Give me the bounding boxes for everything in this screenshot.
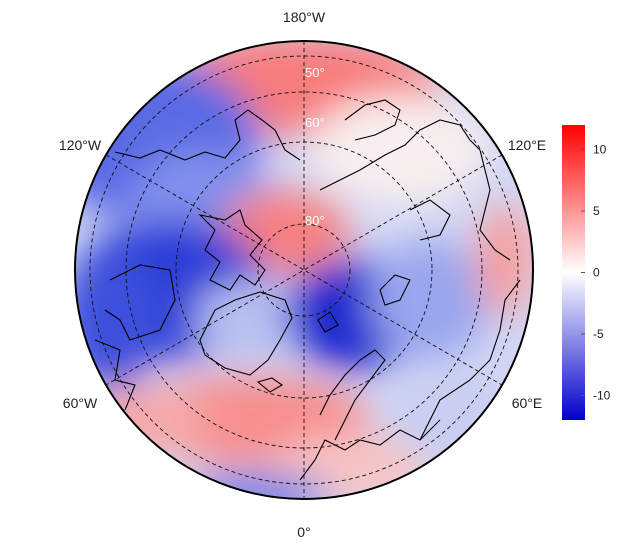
coast-siberia — [319, 119, 481, 191]
lat-label-60: 60° — [305, 115, 325, 130]
meridian-120w-60e — [105, 154, 503, 386]
anomaly-greenland — [195, 280, 305, 360]
lat-label-80: 80° — [305, 213, 325, 228]
latitude-circle-60 — [125, 91, 483, 449]
anomaly-kara — [370, 240, 490, 360]
colorbar-gradient — [562, 125, 585, 420]
coast-labrador — [94, 339, 136, 411]
colorbar-tick-label: 5 — [593, 204, 600, 218]
coast-scandinavia — [319, 349, 386, 441]
anomaly-siberia-east — [310, 95, 490, 205]
lon-label-60e: 60°E — [512, 395, 543, 411]
lon-label-120w: 120°W — [59, 137, 102, 153]
coast-chukotka — [344, 99, 401, 141]
meridian-120e-60w — [105, 154, 503, 386]
colorbar-tick-label: -5 — [593, 327, 604, 341]
coast-europe — [299, 419, 441, 481]
coast-taymyr — [409, 199, 451, 241]
border-russia — [419, 279, 521, 441]
coast-canada-arctic — [198, 209, 266, 291]
anomaly-russia-south — [390, 380, 510, 460]
lon-label-180w: 180°W — [283, 9, 326, 25]
lon-label-60w: 60°W — [63, 395, 98, 411]
colorbar-ticks: 10 5 0 -5 -10 — [581, 143, 611, 402]
anomaly-central-asia — [475, 205, 533, 315]
coastlines — [94, 99, 521, 481]
coast-novaya-zemlya — [379, 274, 411, 306]
colorbar-tick-label: 10 — [593, 143, 607, 157]
coast-alaska — [114, 109, 301, 161]
globe-boundary — [74, 40, 534, 500]
lon-label-120e: 120°E — [508, 137, 546, 153]
coast-greenland — [199, 291, 293, 376]
coast-hudson — [104, 264, 176, 341]
border-asia — [479, 149, 511, 261]
coast-iceland — [256, 377, 284, 393]
lat-label-50: 50° — [305, 65, 325, 80]
graticule — [89, 41, 519, 499]
lon-label-0: 0° — [297, 524, 310, 540]
colorbar-tick-label: 0 — [593, 266, 600, 280]
colorbar-tick-label: -10 — [593, 388, 611, 402]
colorbar: 10 5 0 -5 -10 — [562, 125, 611, 420]
coast-svalbard — [317, 311, 339, 333]
anomaly-atlantic-west — [90, 385, 210, 455]
